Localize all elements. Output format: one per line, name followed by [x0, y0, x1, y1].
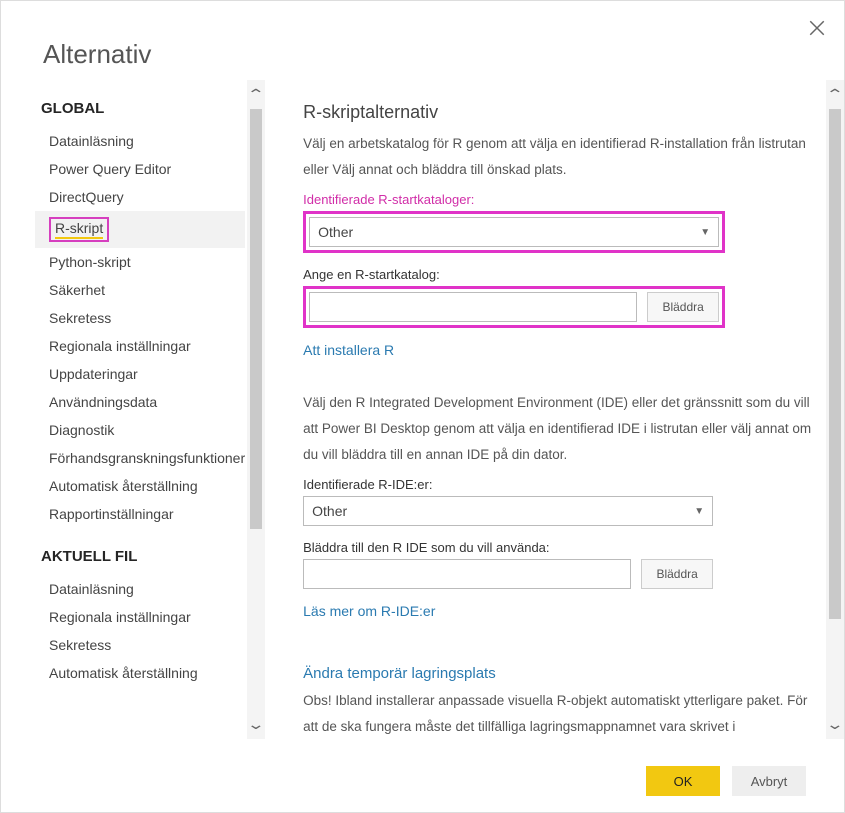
- sidebar-item[interactable]: Användningsdata: [35, 388, 245, 416]
- sidebar-item[interactable]: Regionala inställningar: [35, 603, 245, 631]
- sidebar-item[interactable]: R-skript: [35, 211, 245, 248]
- sidebar-item[interactable]: Säkerhet: [35, 276, 245, 304]
- label-detected-r-home: Identifierade R-startkataloger:: [303, 192, 814, 207]
- input-r-home[interactable]: [309, 292, 637, 322]
- sidebar-scrollbar[interactable]: ⌃ ⌄: [247, 80, 265, 739]
- description-3: Obs! Ibland installerar anpassade visuel…: [303, 688, 814, 739]
- sidebar-item[interactable]: Datainläsning: [35, 575, 245, 603]
- scrollbar-thumb[interactable]: [250, 109, 262, 529]
- sidebar-item[interactable]: Power Query Editor: [35, 155, 245, 183]
- select-detected-r-home[interactable]: Other ▼: [309, 217, 719, 247]
- sidebar-item[interactable]: Diagnostik: [35, 416, 245, 444]
- link-learn-r-ide[interactable]: Läs mer om R-IDE:er: [303, 603, 435, 619]
- sidebar-group-label: AKTUELL FIL: [41, 548, 245, 565]
- close-icon[interactable]: [808, 19, 826, 37]
- sidebar-item[interactable]: DirectQuery: [35, 183, 245, 211]
- sidebar-item-label: Automatisk återställning: [49, 478, 198, 494]
- sidebar-item[interactable]: Förhandsgranskningsfunktioner: [35, 444, 245, 472]
- sidebar-item-label: Datainläsning: [49, 581, 134, 597]
- sidebar-item[interactable]: Datainläsning: [35, 127, 245, 155]
- link-change-temp-storage[interactable]: Ändra temporär lagringsplats: [303, 665, 814, 682]
- sidebar-item-label: Sekretess: [49, 637, 111, 653]
- sidebar-item-label: Diagnostik: [49, 422, 114, 438]
- sidebar-item[interactable]: Uppdateringar: [35, 360, 245, 388]
- sidebar-item-label: Uppdateringar: [49, 366, 138, 382]
- sidebar-item[interactable]: Regionala inställningar: [35, 332, 245, 360]
- sidebar-item[interactable]: Automatisk återställning: [35, 659, 245, 687]
- label-detected-r-ide: Identifierade R-IDE:er:: [303, 477, 814, 492]
- browse-button-1[interactable]: Bläddra: [647, 292, 719, 322]
- main-scrollbar[interactable]: ⌃ ⌄: [826, 80, 844, 739]
- sidebar-item-label: Säkerhet: [49, 282, 105, 298]
- select-detected-r-ide[interactable]: Other ▼: [303, 496, 713, 526]
- ok-button[interactable]: OK: [646, 766, 720, 796]
- scrollbar-thumb[interactable]: [829, 109, 841, 619]
- sidebar-item-label: DirectQuery: [49, 189, 124, 205]
- label-set-r-home: Ange en R-startkatalog:: [303, 267, 814, 282]
- chevron-down-icon: ▼: [694, 506, 704, 517]
- browse-button-2[interactable]: Bläddra: [641, 559, 713, 589]
- sidebar-item-label: Förhandsgranskningsfunktioner: [49, 450, 245, 466]
- link-install-r[interactable]: Att installera R: [303, 342, 394, 358]
- sidebar-item-label: Power Query Editor: [49, 161, 171, 177]
- sidebar-item[interactable]: Python-skript: [35, 248, 245, 276]
- sidebar-item-label: Python-skript: [49, 254, 131, 270]
- cancel-button[interactable]: Avbryt: [732, 766, 806, 796]
- description-2: Välj den R Integrated Development Enviro…: [303, 390, 814, 467]
- sidebar-item[interactable]: Sekretess: [35, 304, 245, 332]
- sidebar-item-label: Regionala inställningar: [49, 338, 191, 354]
- sidebar-item-label: Användningsdata: [49, 394, 157, 410]
- sidebar-item-label: Regionala inställningar: [49, 609, 191, 625]
- dialog-title: Alternativ: [43, 39, 151, 70]
- sidebar-item[interactable]: Sekretess: [35, 631, 245, 659]
- select-value: Other: [318, 224, 353, 240]
- sidebar-group-label: GLOBAL: [41, 100, 245, 117]
- sidebar-item-label: R-skript: [49, 217, 109, 242]
- section-title: R-skriptalternativ: [303, 102, 814, 123]
- chevron-down-icon: ▼: [700, 227, 710, 238]
- select-value: Other: [312, 503, 347, 519]
- main-panel: R-skriptalternativ Välj en arbetskatalog…: [273, 80, 824, 739]
- sidebar-item-label: Datainläsning: [49, 133, 134, 149]
- sidebar-item-label: Automatisk återställning: [49, 665, 198, 681]
- sidebar-item-label: Sekretess: [49, 310, 111, 326]
- scroll-down-icon[interactable]: ⌄: [826, 712, 845, 737]
- sidebar-item[interactable]: Rapportinställningar: [35, 500, 245, 528]
- description-1: Välj en arbetskatalog för R genom att vä…: [303, 131, 814, 182]
- sidebar-item[interactable]: Automatisk återställning: [35, 472, 245, 500]
- scroll-up-icon[interactable]: ⌃: [247, 82, 266, 107]
- scroll-up-icon[interactable]: ⌃: [826, 82, 845, 107]
- input-r-ide[interactable]: [303, 559, 631, 589]
- scroll-down-icon[interactable]: ⌄: [247, 712, 266, 737]
- sidebar: GLOBAL Datainläsning Power Query Editor Dir…: [35, 80, 245, 739]
- sidebar-item-label: Rapportinställningar: [49, 506, 174, 522]
- label-browse-r-ide: Bläddra till den R IDE som du vill använ…: [303, 540, 814, 555]
